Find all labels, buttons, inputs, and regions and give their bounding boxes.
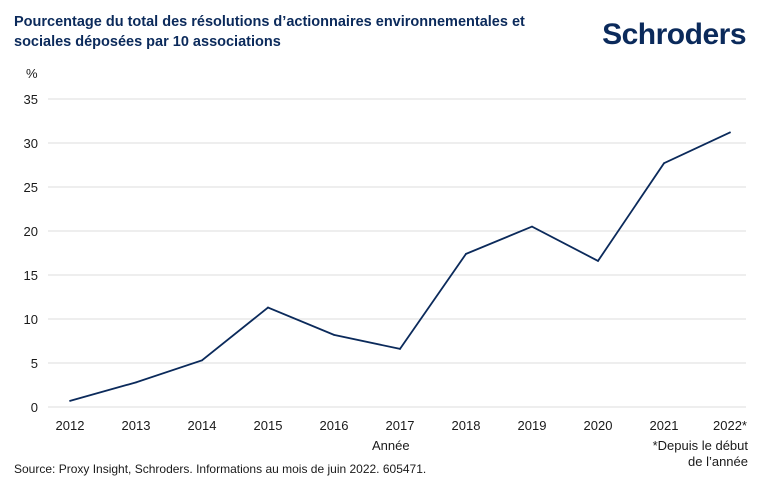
data-point — [465, 252, 467, 255]
x-tick-label: 2021 — [650, 418, 679, 433]
x-tick-label: 2022* — [713, 418, 747, 433]
x-tick-label: 2020 — [584, 418, 613, 433]
footnote-line-1: *Depuis le début — [652, 438, 748, 453]
x-tick-label: 2016 — [320, 418, 349, 433]
y-tick-label: 30 — [24, 136, 38, 151]
series-line — [69, 131, 731, 402]
x-tick-label: 2014 — [188, 418, 217, 433]
y-tick-label: 10 — [24, 312, 38, 327]
footnote: *Depuis le début de l’année — [653, 438, 748, 470]
schroders-logo: Schroders — [602, 18, 746, 51]
x-axis-label: Année — [372, 438, 410, 453]
data-point — [333, 333, 335, 336]
data-point — [729, 131, 731, 134]
footnote-line-2: de l’année — [688, 454, 748, 469]
data-point — [135, 381, 137, 384]
x-tick-label: 2012 — [56, 418, 85, 433]
x-tick-label: 2017 — [386, 418, 415, 433]
data-point — [531, 225, 533, 228]
source-note: Source: Proxy Insight, Schroders. Inform… — [14, 462, 427, 476]
y-tick-label: 25 — [24, 180, 38, 195]
data-point — [69, 399, 71, 402]
y-tick-label: 35 — [24, 92, 38, 107]
x-tick-label: 2013 — [122, 418, 151, 433]
y-tick-label: 5 — [31, 356, 38, 371]
x-tick-label: 2015 — [254, 418, 283, 433]
y-tick-label: 20 — [24, 224, 38, 239]
data-point — [399, 348, 401, 350]
chart-title: Pourcentage du total des résolutions d’a… — [14, 14, 525, 50]
data-point — [663, 162, 665, 165]
x-tick-label: 2018 — [452, 418, 481, 433]
x-tick-label: 2019 — [518, 418, 547, 433]
y-axis-label: % — [26, 66, 38, 81]
y-tick-label: 0 — [31, 400, 38, 415]
data-point — [267, 306, 269, 309]
data-point — [201, 359, 203, 362]
y-tick-label: 15 — [24, 268, 38, 283]
data-point — [597, 260, 599, 262]
